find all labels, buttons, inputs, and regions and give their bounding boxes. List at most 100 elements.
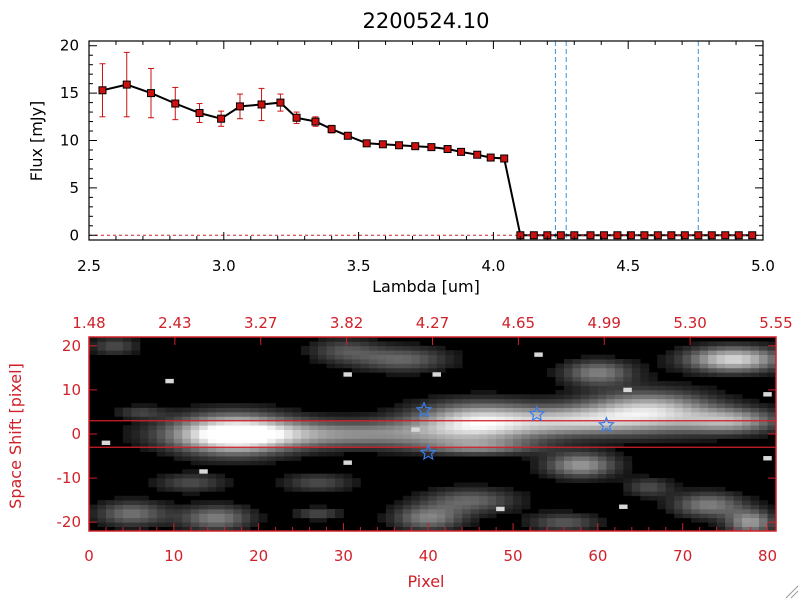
image-y-tick-label: 20	[62, 337, 81, 355]
image-pixel	[665, 381, 675, 386]
spectrum-y-tick-label: 10	[60, 132, 79, 150]
image-x-tick-label: 80	[758, 547, 777, 565]
image-pixel	[411, 526, 421, 532]
image-pixel	[725, 434, 734, 439]
image-pixel	[648, 403, 658, 408]
image-pixel	[436, 513, 446, 519]
image-pixel	[105, 522, 115, 527]
image-pixel	[122, 341, 132, 347]
image-pixel	[733, 425, 743, 430]
image-pixel	[301, 482, 310, 488]
image-pixel	[224, 425, 234, 430]
image-pixel	[318, 513, 327, 519]
image-pixel	[665, 482, 675, 488]
image-pixel	[504, 403, 514, 408]
image-pixel	[606, 403, 616, 408]
image-pixel	[131, 341, 141, 347]
image-pixel	[436, 394, 446, 400]
image-x-tick-label: 70	[673, 547, 692, 565]
image-pixel	[301, 350, 310, 356]
image-pixel	[97, 341, 107, 347]
image-pixel	[241, 407, 251, 413]
image-pixel	[555, 389, 565, 395]
image-pixel	[759, 354, 768, 360]
image-pixel	[623, 429, 633, 435]
image-pixel	[538, 394, 548, 400]
image-pixel	[665, 420, 675, 426]
image-pixel	[580, 522, 590, 527]
image-pixel	[750, 522, 760, 527]
image-pixel	[182, 526, 192, 532]
image-pixel	[708, 416, 718, 422]
image-pixel	[419, 350, 429, 356]
image-pixel	[436, 451, 446, 457]
image-pixel	[521, 504, 531, 510]
image-pixel	[640, 403, 650, 408]
image-pixel	[657, 416, 667, 422]
image-pixel	[165, 486, 175, 492]
image-pixel	[250, 451, 260, 457]
image-pixel	[216, 500, 226, 505]
image-pixel	[725, 363, 734, 369]
image-pixel	[674, 385, 684, 391]
image-pixel	[419, 367, 429, 373]
image-pixel	[462, 429, 472, 435]
image-pixel	[216, 473, 226, 479]
image-pixel	[224, 513, 234, 519]
image-pixel	[250, 508, 260, 514]
image-pixel	[224, 482, 234, 488]
image-pixel	[691, 411, 701, 417]
resize-grip-icon[interactable]	[785, 585, 799, 599]
image-pixel	[699, 438, 709, 444]
image-pixel	[725, 354, 734, 360]
image-x-tick-label: 10	[164, 547, 183, 565]
spectrum-plot-frame	[88, 40, 764, 241]
image-pixel	[436, 526, 446, 532]
image-pixel	[445, 354, 455, 360]
image-pixel	[105, 341, 115, 347]
image-pixel	[385, 416, 395, 422]
image-pixel	[165, 513, 175, 519]
image-pixel	[725, 500, 734, 505]
image-pixel	[572, 376, 582, 382]
image-pixel	[207, 411, 217, 417]
image-pixel	[156, 411, 166, 417]
image-pixel	[665, 367, 675, 373]
image-pixel	[309, 429, 319, 435]
image-pixel	[496, 438, 505, 444]
image-pixel	[411, 345, 421, 351]
image-pixel	[190, 425, 200, 430]
image-pixel	[555, 469, 565, 475]
image-pixel	[182, 522, 192, 527]
image-pixel	[716, 394, 726, 400]
image-pixel	[742, 350, 751, 356]
image-pixel	[606, 407, 616, 413]
image-pixel	[572, 447, 582, 453]
image-pixel	[284, 447, 293, 453]
image-pixel	[343, 345, 353, 351]
image-pixel	[173, 504, 183, 510]
image-pixel	[563, 394, 573, 400]
image-pixel	[580, 429, 590, 435]
image-pixel	[199, 456, 209, 461]
image-pixel	[513, 416, 522, 422]
image-pixel	[385, 359, 395, 364]
image-pixel	[742, 407, 751, 413]
image-pixel	[351, 359, 361, 364]
image-pixel	[487, 429, 497, 435]
image-pixel	[623, 389, 633, 395]
image-pixel	[640, 381, 650, 386]
image-pixel	[631, 403, 641, 408]
image-pixel	[606, 363, 616, 369]
image-pixel	[547, 429, 556, 435]
image-pixel	[479, 500, 489, 505]
image-pixel	[699, 341, 709, 347]
image-pixel	[343, 447, 353, 453]
image-pixel	[216, 416, 226, 422]
image-pixel	[682, 486, 692, 492]
star-marker-icon	[419, 443, 437, 461]
image-pixel	[165, 411, 175, 417]
image-pixel	[623, 367, 633, 373]
image-pixel	[767, 411, 777, 417]
image-pixel	[640, 394, 650, 400]
